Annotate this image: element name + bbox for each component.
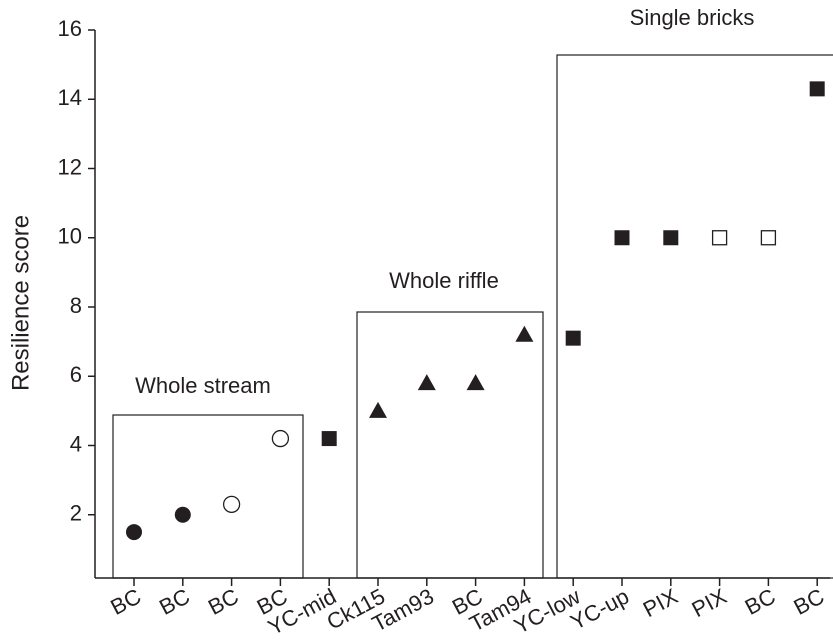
- point: [126, 524, 142, 541]
- y-tick-label: 4: [70, 431, 82, 456]
- x-tick-label: BC: [741, 583, 780, 619]
- point: [321, 431, 337, 447]
- group-box: [556, 54, 833, 579]
- y-axis-label: Resilience score: [7, 215, 34, 391]
- annotation: Whole stream: [135, 373, 271, 398]
- y-tick-label: 12: [58, 154, 82, 179]
- y-tick-label: 8: [70, 293, 82, 318]
- point: [271, 429, 290, 448]
- x-tick-label: BC: [204, 583, 243, 619]
- point: [711, 230, 728, 246]
- x-tick-label: BC: [155, 583, 194, 619]
- x-tick-label: PIX: [639, 583, 682, 622]
- point: [565, 330, 581, 346]
- y-tick-label: 2: [70, 501, 82, 526]
- point: [614, 230, 630, 246]
- point: [809, 81, 825, 97]
- x-tick-label: BC: [106, 583, 145, 619]
- y-tick-label: 14: [58, 85, 82, 110]
- point: [174, 506, 191, 523]
- group-box: [356, 311, 544, 579]
- point: [466, 374, 485, 391]
- y-tick-label: 16: [58, 16, 82, 41]
- point: [222, 495, 241, 514]
- point: [760, 230, 777, 246]
- x-tick-label: PIX: [688, 583, 731, 622]
- point: [515, 325, 534, 342]
- point: [663, 230, 679, 246]
- annotation: Whole riffle: [389, 268, 499, 293]
- y-tick-label: 10: [58, 224, 82, 249]
- y-tick-label: 6: [70, 362, 82, 387]
- point: [417, 374, 436, 391]
- point: [369, 401, 387, 418]
- annotation: Single bricks: [630, 5, 755, 30]
- x-tick-label: BC: [790, 583, 829, 619]
